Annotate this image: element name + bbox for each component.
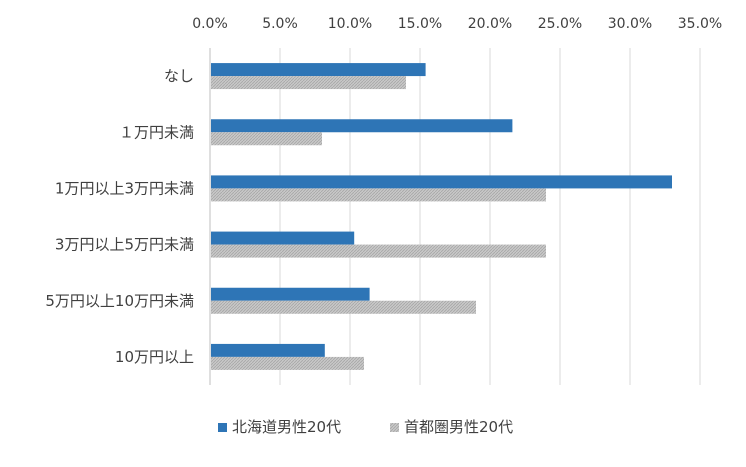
x-tick-label: 10.0% [328,16,372,32]
category-label: 10万円以上 [115,348,194,366]
category-label: 5万円以上10万円未満 [45,292,194,310]
bar-shutoken [211,76,406,90]
bar-hokkaido [211,343,325,357]
category-label: なし [164,67,194,85]
category-label: １万円未満 [119,123,194,141]
bar-hokkaido [211,175,672,189]
x-tick-label: 30.0% [608,16,652,32]
x-tick-label: 0.0% [192,16,228,32]
x-tick-label: 20.0% [468,16,512,32]
bar-hokkaido [211,119,513,133]
gridlines [279,48,701,385]
bar-hokkaido [211,63,426,77]
bar-hokkaido [211,287,370,301]
x-tick-label: 15.0% [398,16,442,32]
legend-label: 北海道男性20代 [232,418,341,436]
legend-swatch [218,423,227,432]
bar-shutoken [211,132,322,146]
x-tick-label: 5.0% [262,16,298,32]
axes: 0.0% 5.0% 10.0% 15.0% 20.0% 25.0% 30.0% 35.0% なし… [45,16,722,385]
category-label: 3万円以上5万円未満 [55,236,194,254]
legend-swatch [390,423,399,432]
bar-shutoken [211,188,546,202]
bar-shutoken [211,244,546,258]
bars [211,63,672,370]
bar-shutoken [211,300,476,314]
category-label: 1万円以上3万円未満 [55,179,194,197]
x-tick-label: 35.0% [678,16,722,32]
bar-hokkaido [211,231,355,245]
legend: 北海道男性20代 首都圏男性20代 [218,418,513,436]
legend-label: 首都圏男性20代 [404,418,513,436]
x-tick-label: 25.0% [538,16,582,32]
bar-shutoken [211,356,364,370]
